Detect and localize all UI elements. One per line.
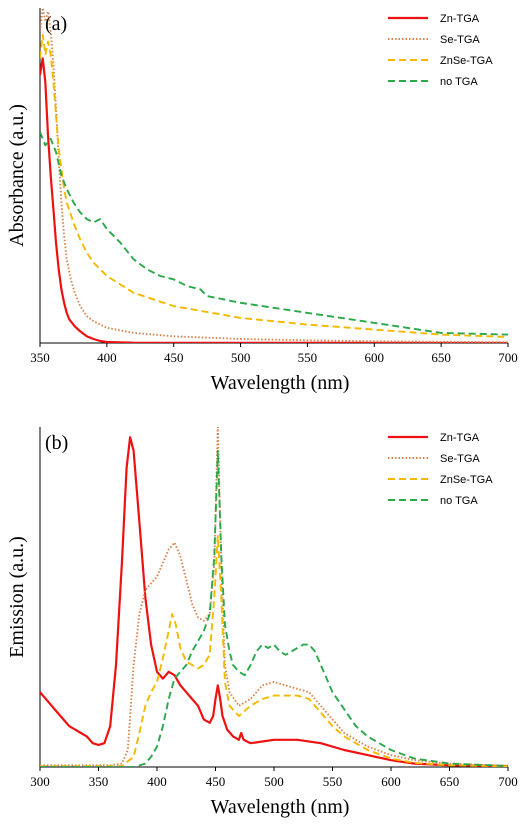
legend-label: Se-TGA xyxy=(440,453,480,465)
x-tick-label: 600 xyxy=(381,774,401,789)
absorbance-chart-panel: 350 400 450 500 550 600 650 700 Wavelength (nm) A… xyxy=(6,8,518,394)
x-tick-label: 550 xyxy=(323,774,343,789)
y-axis-label: Absorbance (a.u.) xyxy=(6,104,28,247)
x-tick-label: 300 xyxy=(30,774,50,789)
series-line-zn-tga xyxy=(40,57,508,343)
x-tick-label: 350 xyxy=(89,774,109,789)
x-axis-label: Wavelength (nm) xyxy=(211,796,350,818)
legend-label: Se-TGA xyxy=(440,34,480,46)
series-line-se-tga xyxy=(40,427,508,767)
x-tick-label: 350 xyxy=(30,350,50,365)
series-line-znse-tga xyxy=(40,33,508,338)
x-tick-label: 650 xyxy=(431,350,451,365)
x-tick-label: 600 xyxy=(365,350,385,365)
legend-label: no TGA xyxy=(440,495,478,507)
legend: Zn-TGA Se-TGA ZnSe-TGA no TGA xyxy=(388,13,493,88)
legend-label: no TGA xyxy=(440,76,478,88)
x-tick-label: 500 xyxy=(264,774,284,789)
x-tick-label: 400 xyxy=(147,774,167,789)
series-line-znse-tga xyxy=(40,534,508,767)
x-tick-label: 700 xyxy=(498,774,518,789)
legend-label: Zn-TGA xyxy=(440,13,480,25)
panel-label: (b) xyxy=(45,432,68,454)
x-tick-label: 450 xyxy=(164,350,184,365)
series-line-zn-tga xyxy=(40,436,508,767)
series-line-no-tga xyxy=(40,131,508,336)
x-tick-label: 450 xyxy=(206,774,226,789)
x-tick-label: 400 xyxy=(97,350,117,365)
y-axis-label: Emission (a.u.) xyxy=(6,536,28,658)
emission-chart-panel: 300 350 400 450 500 550 600 650 700 Wavelength (n… xyxy=(6,427,518,818)
legend-label: ZnSe-TGA xyxy=(440,55,493,67)
legend: Zn-TGA Se-TGA ZnSe-TGA no TGA xyxy=(388,432,493,507)
x-tick-label: 650 xyxy=(440,774,460,789)
panel-label: (a) xyxy=(45,13,67,35)
x-axis-label: Wavelength (nm) xyxy=(211,372,350,394)
legend-label: Zn-TGA xyxy=(440,432,480,444)
x-tick-label: 700 xyxy=(498,350,518,365)
series-line-no-tga xyxy=(40,449,508,767)
series-line-se-tga xyxy=(40,8,508,343)
legend-label: ZnSe-TGA xyxy=(440,474,493,486)
x-tick-label: 550 xyxy=(298,350,318,365)
x-tick-label: 500 xyxy=(231,350,251,365)
